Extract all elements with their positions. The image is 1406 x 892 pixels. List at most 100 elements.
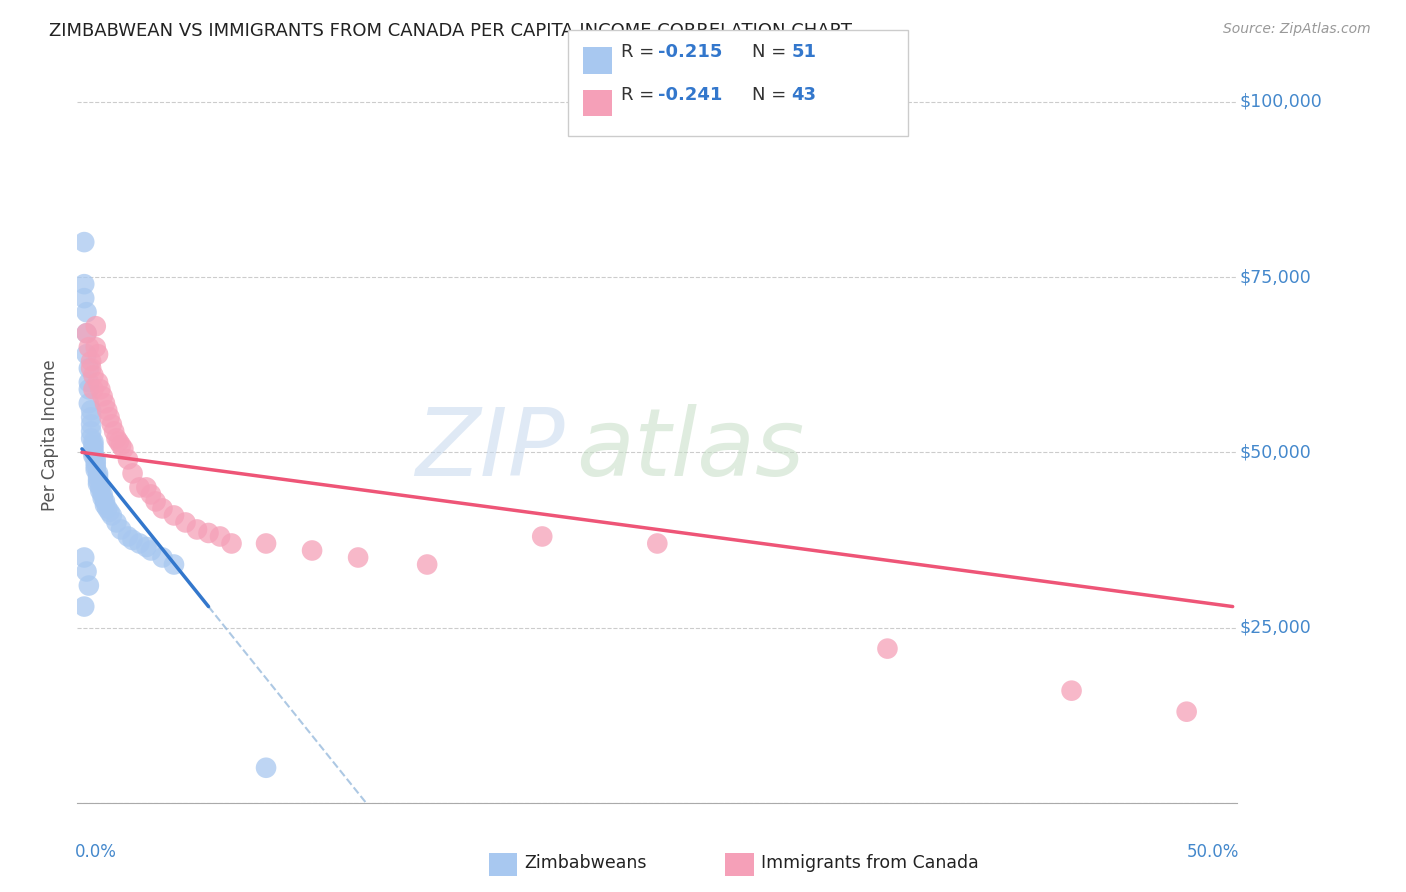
Text: -0.215: -0.215 (658, 43, 723, 62)
Point (107, 434, 129, 449)
Point (77, 340, 100, 354)
Point (80, 410, 103, 425)
Point (105, 431, 128, 445)
Point (73, 550, 96, 565)
Point (76, 347, 98, 361)
Point (96, 501, 118, 516)
Point (101, 508, 124, 523)
Point (89, 382, 111, 396)
Point (82, 368, 104, 383)
Point (121, 467, 143, 481)
Point (82, 442, 104, 456)
Point (117, 452, 139, 467)
Text: N =: N = (752, 86, 792, 104)
Point (301, 543, 323, 558)
Text: $75,000: $75,000 (1240, 268, 1312, 286)
Point (87, 347, 110, 361)
Text: 43: 43 (792, 86, 817, 104)
Text: 0.0%: 0.0% (75, 843, 117, 862)
Point (80, 425, 103, 439)
Point (76, 565, 98, 579)
Point (174, 516, 197, 530)
Point (647, 536, 669, 550)
Point (876, 641, 898, 656)
Point (89, 480, 111, 494)
Point (82, 382, 104, 396)
Text: Immigrants from Canada: Immigrants from Canada (761, 855, 979, 872)
Point (87, 470, 110, 484)
Text: R =: R = (621, 86, 661, 104)
Point (84, 459, 107, 474)
Point (101, 417, 124, 432)
Point (96, 403, 118, 417)
Text: -0.241: -0.241 (658, 86, 723, 104)
Point (117, 529, 139, 543)
Point (80, 403, 103, 417)
Point (139, 543, 162, 558)
Point (73, 277, 96, 292)
Point (197, 525, 219, 540)
Point (94, 498, 117, 512)
Point (82, 434, 104, 449)
Point (208, 529, 231, 543)
Point (163, 508, 186, 523)
Text: 51: 51 (792, 43, 817, 62)
Point (112, 442, 135, 456)
Point (77, 396, 100, 410)
Point (98, 505, 121, 519)
Point (87, 467, 110, 481)
Point (77, 382, 100, 396)
Text: 50.0%: 50.0% (1187, 843, 1240, 862)
Point (103, 425, 125, 439)
Point (94, 396, 117, 410)
Point (163, 558, 186, 572)
Point (84, 452, 107, 467)
Point (84, 456, 107, 470)
Point (84, 463, 107, 477)
Point (82, 438, 104, 452)
Point (121, 533, 143, 547)
Point (152, 550, 174, 565)
Point (80, 431, 103, 445)
Point (80, 354, 103, 368)
Point (76, 326, 98, 341)
Point (1175, 705, 1198, 719)
Text: Zimbabweans: Zimbabweans (524, 855, 647, 872)
Point (77, 376, 100, 390)
Point (94, 494, 117, 508)
Text: atlas: atlas (576, 404, 804, 495)
Text: ZIMBABWEAN VS IMMIGRANTS FROM CANADA PER CAPITA INCOME CORRELATION CHART: ZIMBABWEAN VS IMMIGRANTS FROM CANADA PER… (49, 22, 852, 40)
Point (110, 523, 132, 537)
Point (254, 536, 277, 550)
Text: $100,000: $100,000 (1240, 93, 1323, 111)
Point (186, 523, 208, 537)
Point (416, 558, 439, 572)
Point (254, 761, 277, 775)
Text: N =: N = (752, 43, 792, 62)
Point (80, 417, 103, 432)
Point (1060, 683, 1083, 698)
Y-axis label: Per Capita Income: Per Capita Income (41, 359, 59, 510)
Point (139, 487, 162, 501)
Point (76, 326, 98, 341)
Point (128, 480, 150, 494)
Point (128, 536, 150, 550)
Point (91, 389, 114, 403)
Point (110, 438, 132, 452)
Point (87, 476, 110, 491)
Point (77, 578, 100, 592)
Point (84, 340, 107, 354)
Text: $25,000: $25,000 (1240, 618, 1312, 637)
Point (73, 235, 96, 249)
Text: ZIP: ZIP (415, 404, 565, 495)
Point (91, 491, 114, 505)
Point (145, 494, 167, 508)
Point (135, 540, 157, 554)
Point (87, 376, 110, 390)
Point (98, 410, 121, 425)
Point (82, 445, 104, 459)
Text: $50,000: $50,000 (1240, 443, 1312, 461)
Point (89, 483, 111, 498)
Point (73, 599, 96, 614)
Point (105, 516, 128, 530)
